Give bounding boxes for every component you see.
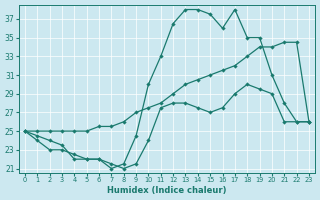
X-axis label: Humidex (Indice chaleur): Humidex (Indice chaleur) [107, 186, 227, 195]
